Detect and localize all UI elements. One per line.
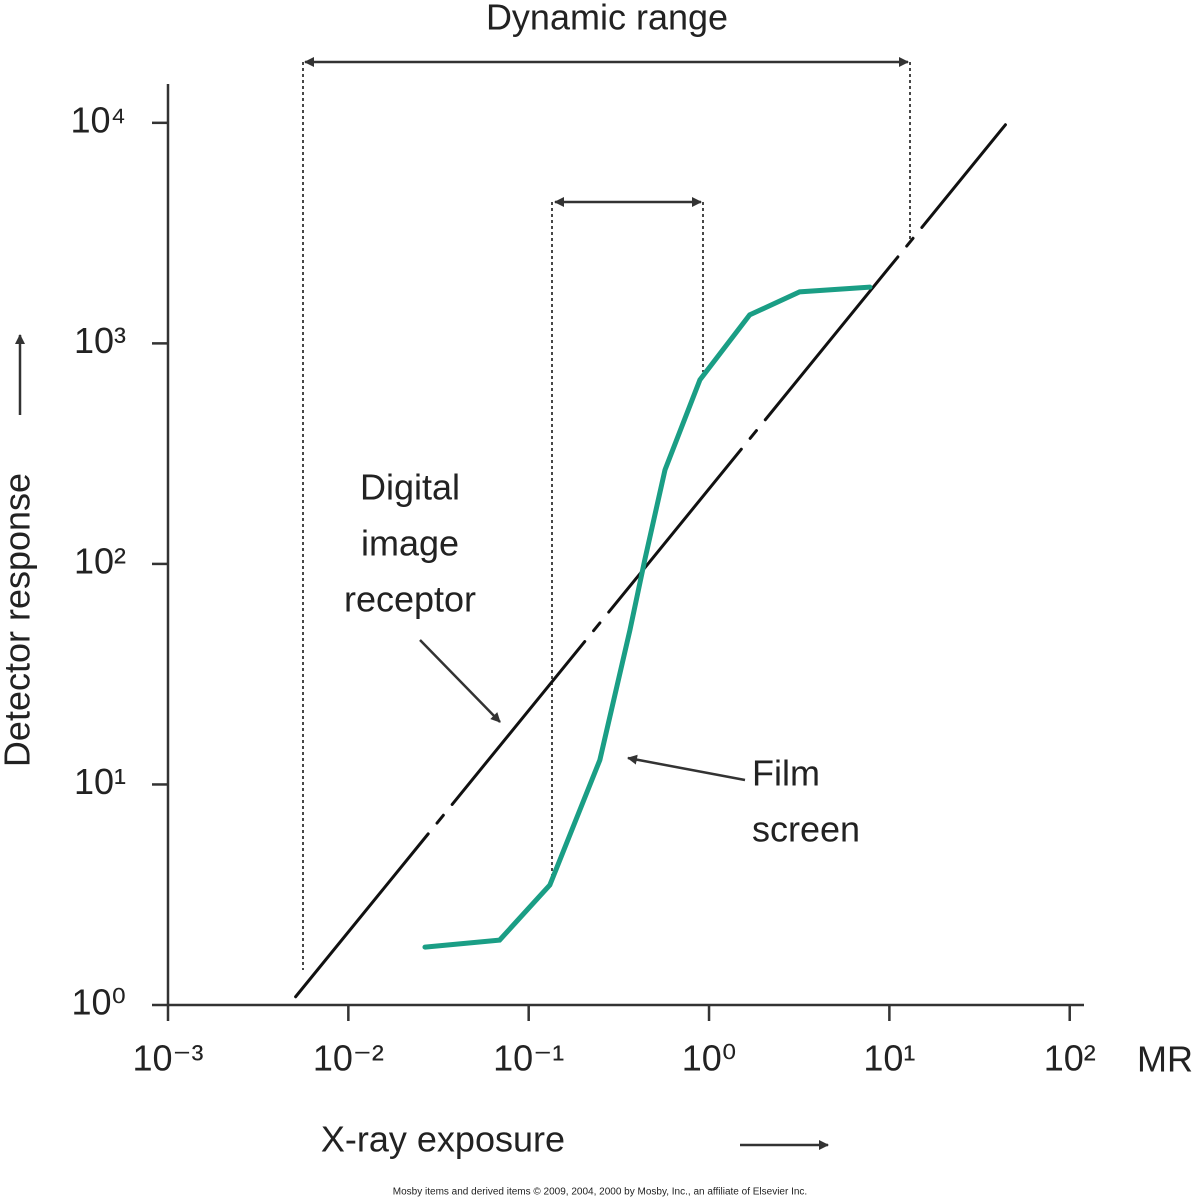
y-tick-label: 10⁰ bbox=[72, 982, 126, 1023]
x-tick-label: 10⁻¹ bbox=[493, 1038, 564, 1079]
x-tick-label: 10⁰ bbox=[682, 1038, 736, 1079]
y-tick-label: 10² bbox=[74, 540, 126, 581]
y-tick-label: 10³ bbox=[74, 320, 126, 361]
x-tick-label: 10² bbox=[1044, 1038, 1096, 1079]
annotation-arrow bbox=[419, 639, 501, 723]
digital-line bbox=[294, 123, 1007, 999]
annotation-arrow bbox=[627, 754, 746, 782]
annotation: receptor bbox=[344, 579, 476, 620]
x-tick-label: 10⁻² bbox=[313, 1038, 384, 1079]
annotation: Digital bbox=[360, 467, 460, 508]
annotation: screen bbox=[752, 809, 860, 850]
x-unit: MR bbox=[1137, 1039, 1193, 1080]
film-curve bbox=[422, 284, 873, 950]
x-tick-label: 10⁻³ bbox=[132, 1038, 203, 1079]
chart-title: Dynamic range bbox=[486, 0, 728, 38]
x-tick-label: 10¹ bbox=[863, 1038, 915, 1079]
y-axis-label: Detector response bbox=[0, 473, 38, 767]
annotation: image bbox=[361, 523, 459, 564]
axes bbox=[166, 84, 1084, 1007]
y-tick-label: 10¹ bbox=[74, 761, 126, 802]
annotation: Film bbox=[752, 753, 820, 794]
footer: Mosby items and derived items © 2009, 20… bbox=[393, 1187, 807, 1198]
y-tick-label: 10⁴ bbox=[70, 99, 126, 140]
x-axis-label: X-ray exposure bbox=[321, 1119, 565, 1160]
